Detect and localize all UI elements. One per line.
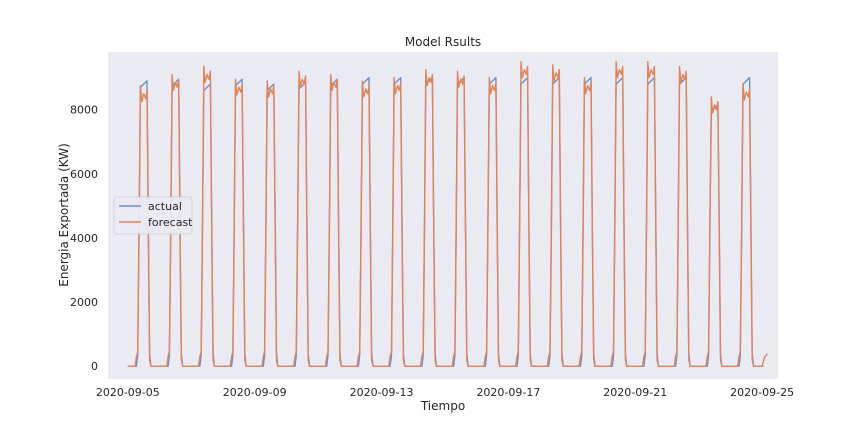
legend-label-actual: actual xyxy=(148,200,182,213)
y-tick-label: 0 xyxy=(91,360,98,373)
chart-title: Model Rsults xyxy=(405,35,481,49)
y-tick-label: 4000 xyxy=(70,232,98,245)
x-tick-label: 2020-09-09 xyxy=(223,386,287,399)
x-tick-label: 2020-09-13 xyxy=(350,386,414,399)
x-tick-label: 2020-09-05 xyxy=(96,386,160,399)
y-tick-label: 6000 xyxy=(70,168,98,181)
legend: actual forecast xyxy=(113,196,193,235)
y-axis-ticks: 0 2000 4000 6000 8000 xyxy=(70,104,98,373)
x-axis-label: Tiempo xyxy=(420,399,465,413)
plot-area xyxy=(108,52,778,379)
x-tick-label: 2020-09-25 xyxy=(730,386,794,399)
x-tick-label: 2020-09-21 xyxy=(603,386,667,399)
series-line-forecast xyxy=(127,60,768,367)
legend-label-forecast: forecast xyxy=(148,216,193,229)
y-axis-label: Energia Exportada (KW) xyxy=(57,143,71,287)
x-tick-label: 2020-09-17 xyxy=(476,386,540,399)
x-axis-ticks: 2020-09-05 2020-09-09 2020-09-13 2020-09-17… xyxy=(96,386,794,399)
y-tick-label: 8000 xyxy=(70,104,98,117)
y-tick-label: 2000 xyxy=(70,296,98,309)
series-lines xyxy=(127,60,768,367)
